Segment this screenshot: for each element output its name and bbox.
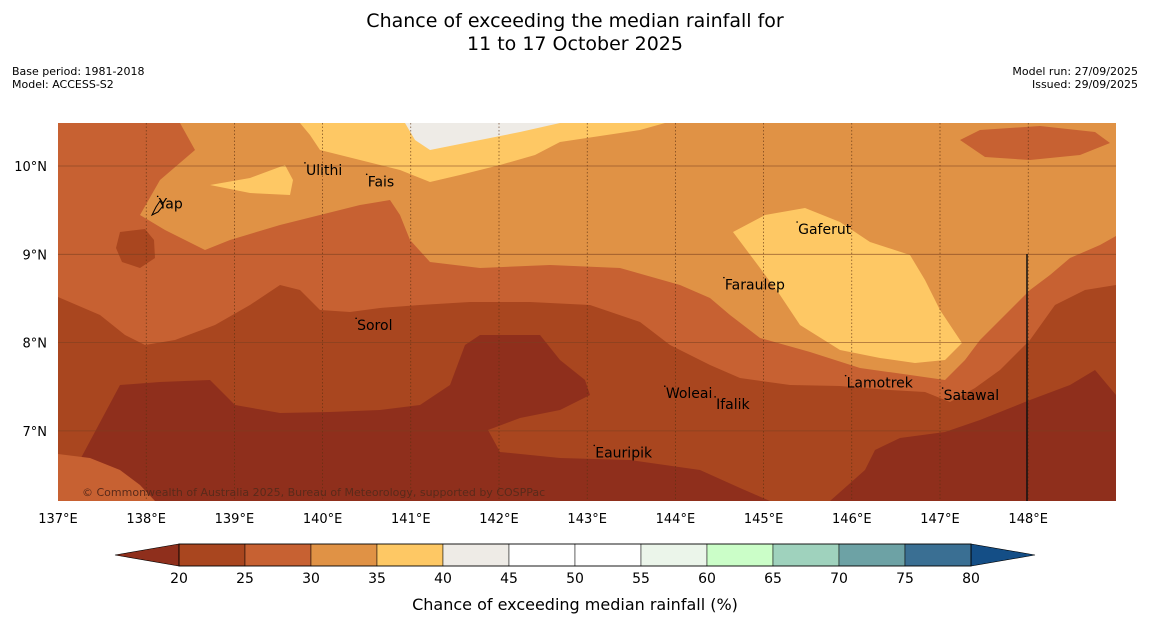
- model-name: Model: ACCESS-S2: [12, 78, 114, 91]
- place-label: Faraulep: [725, 278, 785, 294]
- lon-tick-label: 141°E: [391, 512, 431, 527]
- region-below-20-east: [830, 370, 1116, 501]
- meta-right: Model run: 27/09/2025 Issued: 29/09/2025: [1012, 65, 1138, 91]
- region-40-45: [405, 123, 560, 150]
- place-label: Woleai: [666, 386, 713, 402]
- colorbar-tick-label: 50: [566, 571, 584, 587]
- place-label: Lamotrek: [847, 376, 914, 392]
- colorbar-extend-high: [970, 543, 1036, 567]
- colorbar-tick-label: 75: [896, 571, 914, 587]
- lon-tick-label: 147°E: [920, 512, 960, 527]
- colorbar-segment: [838, 543, 906, 567]
- colorbar-segment: [178, 543, 246, 567]
- lat-tick-label: 10°N: [14, 160, 47, 175]
- lat-tick-label: 7°N: [23, 425, 48, 440]
- colorbar-segment: [772, 543, 840, 567]
- meta-left: Base period: 1981-2018 Model: ACCESS-S2: [12, 65, 144, 91]
- place-label: Sorol: [357, 318, 392, 334]
- place-marker: [365, 173, 368, 176]
- colorbar-tick-label: 40: [434, 571, 452, 587]
- place-label: Gaferut: [798, 222, 852, 238]
- colorbar-tick-label: 45: [500, 571, 518, 587]
- colorbar-segment: [904, 543, 972, 567]
- title-line-1: Chance of exceeding the median rainfall …: [366, 10, 784, 32]
- region-20-25-yap: [116, 229, 155, 268]
- lon-tick-label: 144°E: [656, 512, 696, 527]
- lat-tick-label: 8°N: [23, 337, 48, 352]
- graticule: [58, 123, 1116, 501]
- copyright-note: © Commonwealth of Australia 2025, Bureau…: [82, 486, 545, 499]
- place-marker: [355, 317, 357, 320]
- region-35-40-gaferut: [733, 208, 962, 363]
- lon-tick-label: 138°E: [126, 512, 166, 527]
- place-label: Yap: [158, 196, 183, 212]
- place-marker: [714, 396, 716, 398]
- colorbar-tick-label: 80: [962, 571, 980, 587]
- colorbar-tick-label: 30: [302, 571, 320, 587]
- colorbar-label: Chance of exceeding median rainfall (%): [412, 595, 738, 614]
- region-35-40: [300, 123, 665, 182]
- colorbar-tick-label: 55: [632, 571, 650, 587]
- region-25-30-sw: [58, 454, 155, 501]
- axis-ticks: 137°E 138°E 139°E 140°E 141°E 142°E 143°E 144°E…: [14, 160, 1048, 527]
- colorbar-ticks: 20 25 30 35 40 45 50 55 60 65 70 75 80: [170, 571, 980, 587]
- map-title: Chance of exceeding the median rainfall …: [0, 10, 1150, 56]
- place-label: Eauripik: [595, 445, 653, 461]
- place-label: Satawal: [944, 388, 999, 404]
- place-marker: [304, 162, 306, 164]
- lon-tick-label: 140°E: [303, 512, 343, 527]
- lon-tick-label: 145°E: [744, 512, 784, 527]
- colorbar-segment: [706, 543, 774, 567]
- lon-tick-label: 143°E: [567, 512, 607, 527]
- base-period: Base period: 1981-2018: [12, 65, 145, 78]
- lon-tick-label: 146°E: [832, 512, 872, 527]
- lon-tick-label: 137°E: [38, 512, 78, 527]
- colorbar-extend-low: [114, 543, 180, 567]
- place-marker: [796, 221, 798, 223]
- colorbar-tick-label: 25: [236, 571, 254, 587]
- place-labels: Ulithi Fais Yap Gaferut Faraulep Sorol Lamotre…: [156, 162, 999, 461]
- title-line-2: 11 to 17 October 2025: [467, 33, 683, 55]
- yap-island-icon: [150, 200, 164, 217]
- lat-tick-label: 9°N: [23, 248, 48, 263]
- colorbar-segments: [114, 543, 1036, 567]
- colorbar-tick-label: 70: [830, 571, 848, 587]
- place-marker: [664, 385, 666, 388]
- colorbar-segment: [640, 543, 708, 567]
- model-run: Model run: 27/09/2025: [1012, 65, 1138, 78]
- place-label: Ulithi: [306, 163, 342, 179]
- region-25-30-ne: [960, 126, 1110, 160]
- colorbar-frame: [178, 543, 972, 567]
- place-marker: [156, 195, 159, 198]
- colorbar-segment: [244, 543, 312, 567]
- issued-date: Issued: 29/09/2025: [1031, 78, 1138, 91]
- region-below-20: [58, 335, 770, 501]
- place-label: Ifalik: [716, 397, 750, 413]
- colorbar-tick-label: 60: [698, 571, 716, 587]
- place-marker: [941, 387, 944, 389]
- place-marker: [593, 444, 596, 447]
- colorbar-segment: [508, 543, 576, 567]
- place-marker: [844, 374, 847, 377]
- lon-tick-label: 148°E: [1008, 512, 1048, 527]
- colorbar-segment: [310, 543, 378, 567]
- lon-tick-label: 139°E: [215, 512, 255, 527]
- forecast-map: 137°E 138°E 139°E 140°E 141°E 142°E 143°E 144°E…: [14, 123, 1116, 527]
- place-marker: [723, 276, 725, 279]
- colorbar-segment: [376, 543, 444, 567]
- colorbar-segment: [442, 543, 510, 567]
- colorbar-tick-label: 20: [170, 571, 188, 587]
- place-label: Fais: [368, 174, 395, 190]
- region-35-40-ulithi: [210, 165, 293, 195]
- lon-tick-label: 142°E: [479, 512, 519, 527]
- colorbar-tick-label: 35: [368, 571, 386, 587]
- colorbar-segment: [574, 543, 642, 567]
- colorbar-tick-label: 65: [764, 571, 782, 587]
